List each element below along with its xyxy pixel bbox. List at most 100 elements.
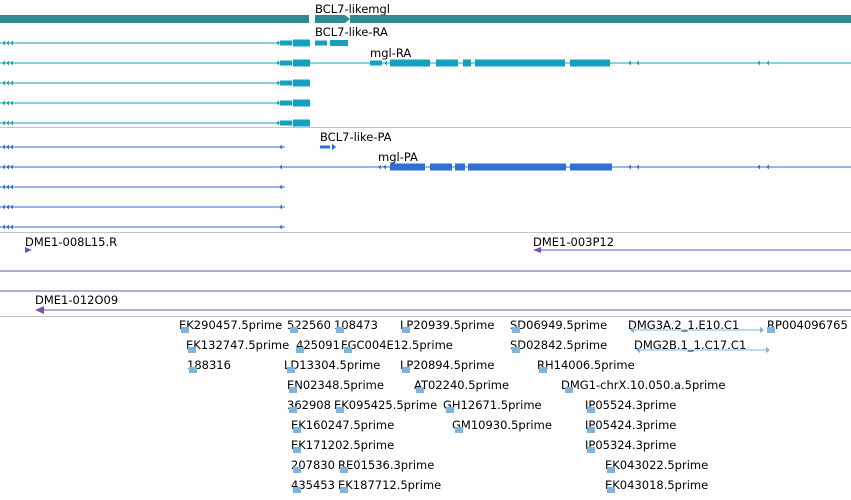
- est-label[interactable]: LP20939.5prime: [400, 318, 495, 332]
- est-label[interactable]: DMG1-chrX.10.050.a.5prime: [561, 378, 726, 392]
- est-feature: [340, 467, 348, 473]
- arrow-left-icon: [766, 164, 769, 170]
- transcript-exon: [293, 99, 310, 107]
- est-feature: [287, 367, 295, 373]
- arrow-left-icon: [276, 80, 279, 86]
- est-label[interactable]: GH12671.5prime: [443, 398, 542, 412]
- est-feature: [296, 347, 304, 353]
- est-label[interactable]: EK043022.5prime: [605, 458, 709, 472]
- est-label[interactable]: LD13304.5prime: [284, 358, 381, 372]
- est-label[interactable]: EK160247.5prime: [291, 418, 395, 432]
- est-label[interactable]: 362908: [287, 398, 331, 412]
- arrow-left-icon: [757, 164, 760, 170]
- arrow-left-icon: [636, 164, 639, 170]
- protein-exon: [570, 163, 612, 171]
- clone-label[interactable]: DME1-003P12: [533, 235, 615, 249]
- arrow-left-icon: [10, 144, 13, 150]
- gene-feature: [0, 15, 309, 23]
- est-label[interactable]: EK095425.5prime: [334, 398, 438, 412]
- est-feature: [344, 347, 352, 353]
- est-feature: [336, 407, 344, 413]
- transcript-label[interactable]: mgl-RA: [370, 46, 412, 60]
- arrow-left-icon: [2, 164, 5, 170]
- est-feature: [289, 407, 297, 413]
- arrow-left-icon: [2, 40, 5, 46]
- arrow-left-icon: [279, 224, 282, 230]
- est-feature: [416, 387, 424, 393]
- est-label[interactable]: 435453: [291, 478, 335, 492]
- protein-label[interactable]: BCL7-like-PA: [320, 130, 392, 144]
- est-label[interactable]: 207830: [291, 458, 335, 472]
- clone-label[interactable]: DME1-008L15.R: [25, 235, 118, 249]
- est-label[interactable]: EK187712.5prime: [338, 478, 442, 492]
- est-label[interactable]: EN02348.5prime: [287, 378, 384, 392]
- arrow-left-icon: [2, 184, 5, 190]
- arrow-left-icon: [10, 204, 13, 210]
- gene-label[interactable]: BCL7-likemgl: [315, 2, 391, 16]
- est-label[interactable]: EK132747.5prime: [186, 338, 290, 352]
- arrow-left-icon: [276, 120, 279, 126]
- transcript-exon: [280, 80, 292, 86]
- arrow-left-icon: [6, 60, 9, 66]
- arrow-left-icon: [10, 80, 13, 86]
- est-label[interactable]: 425091: [296, 338, 340, 352]
- transcript-exon: [280, 120, 292, 126]
- gene-feature: [350, 15, 851, 23]
- est-label[interactable]: RP004096765: [767, 318, 848, 332]
- arrow-left-icon: [2, 100, 5, 106]
- arrow-left-icon: [6, 100, 9, 106]
- est-label[interactable]: RE01536.3prime: [338, 458, 435, 472]
- est-feature: [455, 427, 463, 433]
- est-feature: [587, 407, 595, 413]
- arrow-left-icon: [766, 60, 769, 66]
- arrow-left-icon: [2, 144, 5, 150]
- est-label[interactable]: RH14006.5prime: [537, 358, 635, 372]
- arrow-left-icon: [6, 204, 9, 210]
- est-label[interactable]: GM10930.5prime: [452, 418, 552, 432]
- transcript-exon: [293, 79, 310, 87]
- arrow-left-icon: [6, 224, 9, 230]
- transcript-exon: [330, 40, 348, 46]
- arrow-left-icon: [279, 144, 282, 150]
- arrow-right-icon: [332, 143, 336, 151]
- arrow-left-icon: [6, 120, 9, 126]
- est-label[interactable]: IP05424.3prime: [585, 418, 677, 432]
- clone-label[interactable]: DME1-012O09: [35, 293, 119, 307]
- arrow-left-icon: [6, 184, 9, 190]
- arrow-left-icon: [10, 164, 13, 170]
- protein-exon: [390, 163, 425, 171]
- clone-feature: [25, 247, 32, 253]
- protein-exon: [430, 163, 452, 171]
- transcript-label[interactable]: BCL7-like-RA: [315, 25, 388, 39]
- est-label[interactable]: DMG2B.1_1.C17.C1: [634, 338, 747, 352]
- est-label[interactable]: SD06949.5prime: [510, 318, 608, 332]
- arrow-right-icon: [766, 346, 770, 354]
- est-label[interactable]: LP20894.5prime: [400, 358, 495, 372]
- est-label[interactable]: SD02842.5prime: [510, 338, 608, 352]
- est-label[interactable]: IP05524.3prime: [585, 398, 677, 412]
- est-label[interactable]: 188316: [187, 358, 231, 372]
- est-label[interactable]: EK290457.5prime: [179, 318, 283, 332]
- est-label[interactable]: FGC004E12.5prime: [341, 338, 453, 352]
- transcript-exon: [315, 40, 327, 46]
- protein-label[interactable]: mgl-PA: [378, 150, 418, 164]
- est-label[interactable]: DMG3A.2_1.E10.C1: [628, 318, 740, 332]
- est-label[interactable]: EK043018.5prime: [605, 478, 709, 492]
- est-feature: [188, 347, 196, 353]
- clone-feature: [35, 306, 44, 314]
- est-label[interactable]: AT02240.5prime: [414, 378, 510, 392]
- gene-feature: [315, 15, 350, 23]
- track-separator: [0, 127, 851, 128]
- arrow-left-icon: [6, 80, 9, 86]
- est-feature: [587, 427, 595, 433]
- est-label[interactable]: EK171202.5prime: [291, 438, 395, 452]
- est-feature: [290, 327, 298, 333]
- arrow-left-icon: [279, 164, 282, 170]
- protein-feature: [320, 145, 330, 149]
- arrow-left-icon: [276, 40, 279, 46]
- est-label[interactable]: IP05324.3prime: [585, 438, 677, 452]
- arrow-left-icon: [2, 204, 5, 210]
- est-feature: [293, 427, 301, 433]
- est-label[interactable]: 108473: [334, 318, 378, 332]
